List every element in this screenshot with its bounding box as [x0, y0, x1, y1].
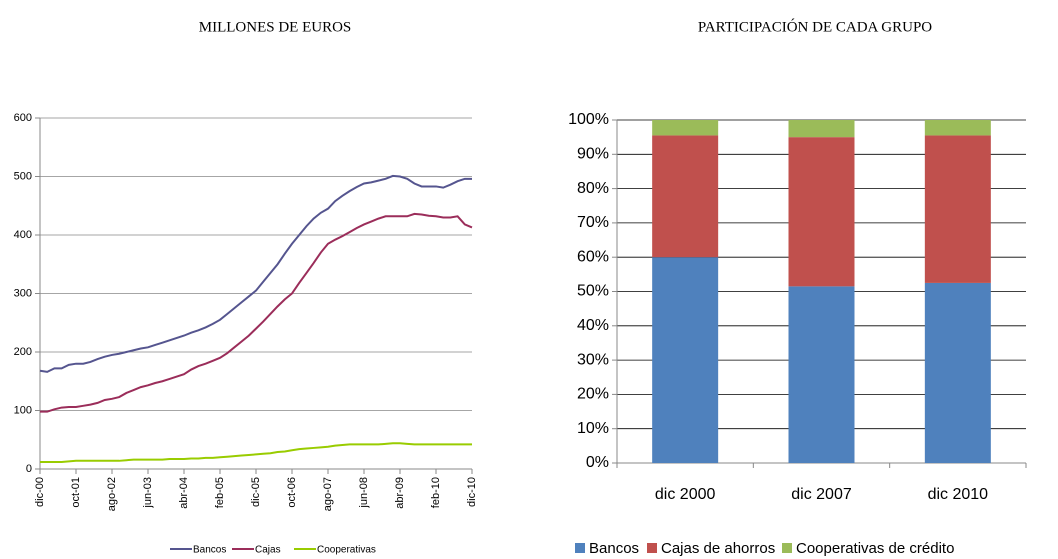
y-tick-label: 80%: [577, 180, 609, 197]
x-tick-label: dic-10: [466, 477, 478, 507]
legend-label: Bancos: [193, 545, 226, 556]
y-tick-label: 30%: [577, 351, 609, 368]
legend-label: Cooperativas: [317, 545, 376, 556]
x-tick-label: abr-09: [394, 477, 406, 509]
y-tick-label: 0: [26, 463, 32, 475]
y-tick-label: 40%: [577, 317, 609, 334]
bar-segment: [924, 120, 991, 136]
bar-segment: [924, 135, 991, 283]
x-tick-label: feb-05: [214, 477, 226, 508]
bar-segment: [788, 120, 855, 138]
x-tick-label: dic 2007: [791, 486, 852, 503]
x-tick-label: jun-03: [142, 477, 154, 509]
legend-label: Cajas de ahorros: [661, 540, 775, 557]
bar-segment: [652, 120, 719, 136]
legend-label: Cooperativas de crédito: [796, 540, 954, 557]
y-tick-label: 100%: [568, 111, 609, 128]
bar-segment: [788, 286, 855, 463]
y-tick-label: 50%: [577, 283, 609, 300]
x-tick-label: jun-08: [358, 477, 370, 509]
x-tick-label: feb-10: [430, 477, 442, 508]
y-tick-label: 90%: [577, 146, 609, 163]
chart-title: PARTICIPACIÓN DE CADA GRUPO: [698, 18, 932, 35]
x-tick-label: dic 2010: [928, 486, 989, 503]
y-tick-label: 70%: [577, 214, 609, 231]
x-tick-label: oct-06: [286, 477, 298, 508]
line-series: [40, 212, 473, 413]
y-tick-label: 100: [14, 404, 32, 416]
y-tick-label: 300: [14, 287, 32, 299]
legend-label: Bancos: [589, 540, 639, 557]
bar-segment: [652, 135, 719, 258]
y-tick-label: 0%: [586, 454, 609, 471]
bar-segment: [652, 257, 719, 463]
bar-segment: [924, 282, 991, 463]
x-tick-label: abr-04: [178, 477, 190, 509]
bar-segment: [788, 137, 855, 287]
x-tick-label: dic-05: [250, 477, 262, 507]
legend-swatch: [575, 543, 585, 553]
legend-label: Cajas: [255, 545, 281, 556]
chart-title: MILLONES DE EUROS: [199, 19, 352, 35]
legend-swatch: [647, 543, 657, 553]
y-tick-label: 600: [14, 112, 32, 124]
y-tick-label: 200: [14, 346, 32, 358]
legend-swatch: [782, 543, 792, 553]
y-tick-label: 400: [14, 229, 32, 241]
x-tick-label: dic 2000: [655, 486, 716, 503]
x-tick-label: oct-01: [70, 477, 82, 508]
y-tick-label: 20%: [577, 386, 609, 403]
x-tick-label: ago-07: [322, 477, 334, 511]
y-tick-label: 10%: [577, 420, 609, 437]
line-series: [40, 442, 472, 463]
x-tick-label: ago-02: [106, 477, 118, 511]
line-series: [39, 174, 472, 373]
y-tick-label: 500: [14, 170, 32, 182]
y-tick-label: 60%: [577, 248, 609, 265]
x-tick-label: dic-00: [34, 477, 46, 507]
